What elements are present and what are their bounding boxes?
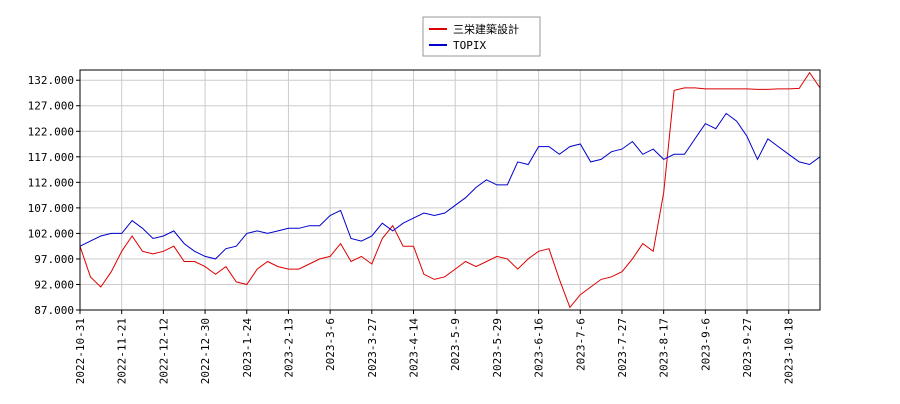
y-tick-label: 117.000 [28,151,74,164]
y-tick-label: 132.000 [28,74,74,87]
x-tick-label: 2022-10-31 [74,318,87,384]
x-tick-label: 2023-4-14 [408,318,421,378]
x-tick-label: 2022-12-30 [199,318,212,384]
plot: 87.000 92.000 97.000 102.000 107.000 112.000 1… [28,70,821,384]
x-tick-label: 2023-7-27 [616,318,629,378]
y-tick-label: 92.000 [34,278,74,291]
x-tick-label: 2023-8-17 [658,318,671,378]
y-tick-label: 107.000 [28,202,74,215]
x-tick-label: 2023-5-29 [491,318,504,378]
y-tick-label: 87.000 [34,304,74,317]
x-tick-label: 2022-11-21 [116,318,129,384]
x-tick-label: 2023-5-9 [449,318,462,371]
x-tick-label: 2023-9-6 [699,318,712,371]
legend-box [422,16,541,57]
y-tick-label: 97.000 [34,253,74,266]
y-tick-label: 127.000 [28,100,74,113]
x-tick-label: 2023-3-27 [366,318,379,378]
x-tick-label: 2023-7-6 [574,318,587,371]
x-tick-label: 2023-3-6 [324,318,337,371]
legend-label: 三栄建築設計 [453,22,519,36]
y-tick-label: 102.000 [28,227,74,240]
y-tick-label: 112.000 [28,176,74,189]
x-tick-label: 2022-12-12 [157,318,170,384]
plot-frame [79,69,821,311]
x-tick-label: 2023-1-24 [241,318,254,378]
legend-label: TOPIX [453,39,486,52]
y-tick-label: 122.000 [28,125,74,138]
series-line [79,112,821,260]
series-line [79,71,821,309]
x-tick-label: 2023-2-13 [282,318,295,378]
x-tick-label: 2023-9-27 [741,318,754,378]
x-tick-label: 2023-6-16 [533,318,546,378]
x-tick-label: 2023-10-18 [783,318,796,384]
